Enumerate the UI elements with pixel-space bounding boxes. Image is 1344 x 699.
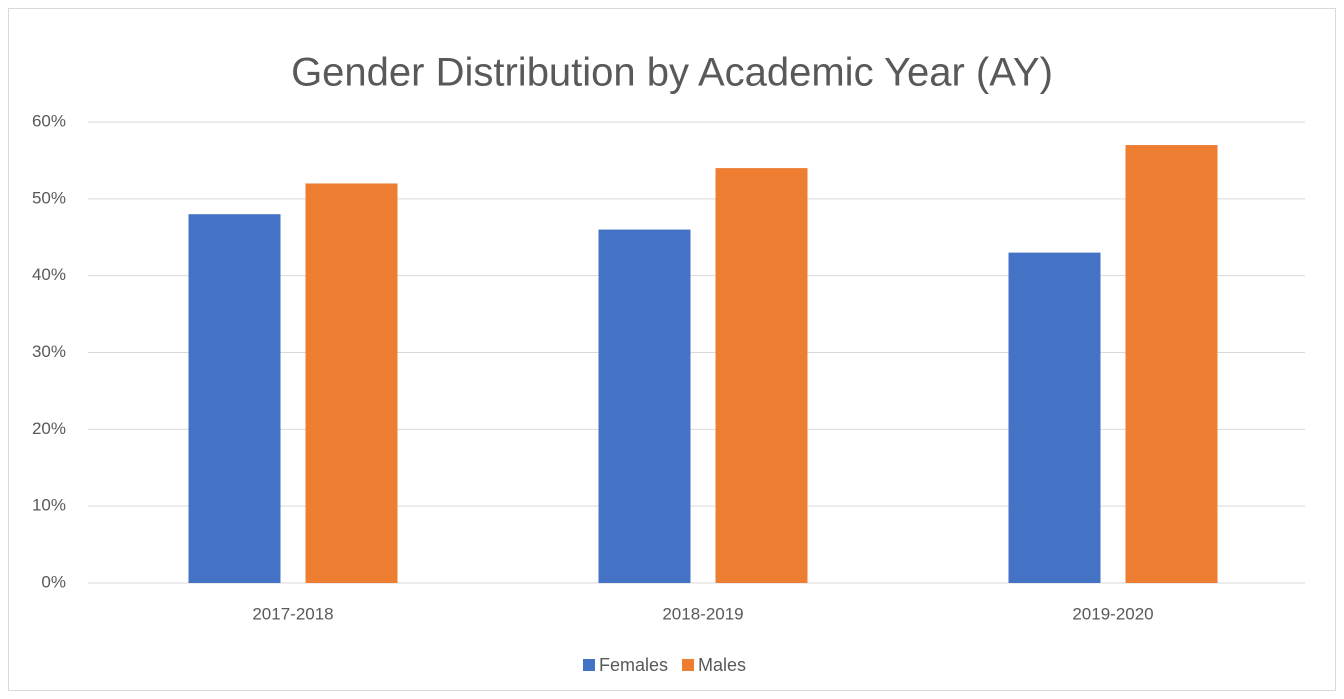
y-tick-label: 30% xyxy=(32,342,66,361)
y-tick-label: 50% xyxy=(32,188,66,207)
legend-swatch xyxy=(583,659,595,671)
bar xyxy=(1125,145,1218,584)
y-tick-label: 60% xyxy=(32,111,66,130)
legend-swatch xyxy=(682,659,695,671)
y-tick-label: 40% xyxy=(32,265,66,284)
bar xyxy=(1008,252,1101,583)
legend-label: Females xyxy=(599,655,668,675)
y-tick-label: 20% xyxy=(32,419,66,438)
y-tick-label: 10% xyxy=(32,496,66,515)
x-tick-label: 2019-2020 xyxy=(1072,604,1153,623)
bar xyxy=(188,214,281,583)
legend-label: Males xyxy=(698,655,746,675)
x-tick-label: 2018-2019 xyxy=(662,604,743,623)
bar xyxy=(598,229,691,584)
chart-title: Gender Distribution by Academic Year (AY… xyxy=(291,51,1053,95)
bar xyxy=(305,183,398,583)
x-tick-label: 2017-2018 xyxy=(252,604,333,623)
y-tick-label: 0% xyxy=(41,572,66,591)
bar xyxy=(715,168,808,583)
